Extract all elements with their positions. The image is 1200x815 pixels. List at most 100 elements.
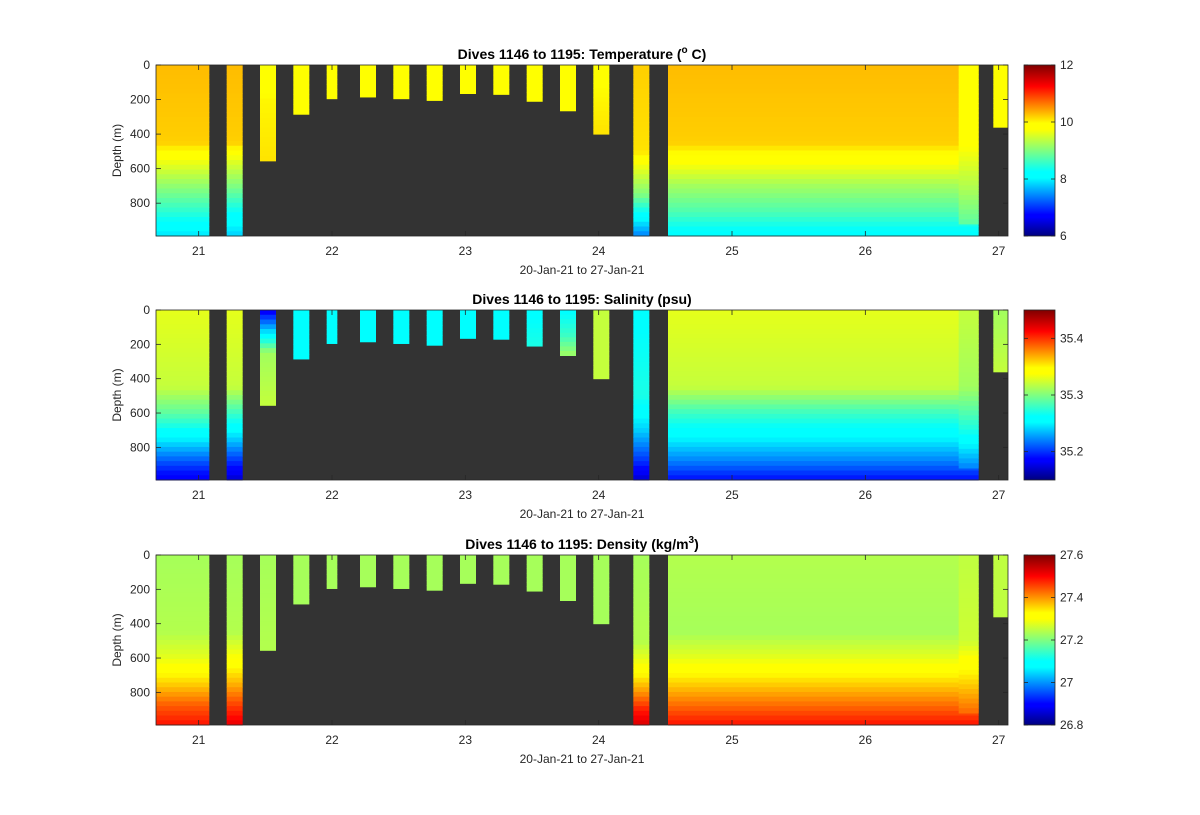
profile-cell [526,310,543,316]
profile-cell [958,645,979,652]
profile-cell [156,338,210,344]
profile-cell [226,640,243,646]
profile-cell [633,715,650,721]
profile-cell [293,104,310,110]
profile-cell [668,635,979,641]
x-axis-label: 20-Jan-21 to 27-Jan-21 [520,507,645,521]
profile-cell [593,619,610,625]
profile-cell [360,314,376,320]
profile-cell [958,381,979,388]
profile-cell [593,323,610,329]
profile-cell [226,437,243,443]
profile-cell [326,314,338,321]
profile-cell [958,319,979,325]
profile-cell [958,564,979,570]
profile-cell [260,597,276,604]
profile-cell [293,84,310,91]
profile-cell [426,80,443,86]
profile-cell [526,96,543,102]
profile-cell [156,470,210,476]
dive-profile [293,310,310,360]
profile-cell [560,101,576,107]
profile-cell [633,380,650,387]
profile-cell [958,69,979,76]
profile-cell [226,399,243,405]
y-axis-label: Depth (m) [110,613,124,666]
profile-cell [226,155,243,161]
profile-cell [260,65,276,71]
profile-cell [668,418,979,424]
profile-cell [633,174,650,180]
axes-box [155,554,1009,726]
profile-cell [260,98,276,104]
dive-profile [293,65,310,115]
profile-cell [393,555,410,561]
profile-cell [633,691,650,698]
chart-title-main: Dives 1146 to 1195: Temperature ( [458,46,682,62]
profile-cell [226,564,243,570]
dive-profile [393,310,410,344]
profile-cell [958,161,979,167]
axes-box [155,64,1009,237]
profile-cell [226,611,243,617]
profile-cell [260,79,276,85]
profile-cell [593,582,610,588]
profile-cell [633,319,650,325]
profile-cell [326,569,338,575]
profile-cell [293,69,310,76]
profile-cell [668,390,979,396]
profile-cell [226,418,243,424]
profile-cell [633,69,650,75]
profile-cell [593,328,610,334]
profile-cell [958,170,979,177]
profile-cell [668,226,979,232]
profile-cell [156,93,210,99]
profile-cell [156,597,210,603]
profile-cell [633,399,650,405]
profile-cell [393,574,410,580]
profile-cell [668,413,979,420]
profile-cell [226,663,243,669]
y-tick-label: 800 [130,685,150,699]
profile-cell [156,231,210,237]
profile-cell [460,559,476,565]
profile-cell [260,626,276,632]
profile-cell [393,93,410,100]
profile-cell [226,74,243,80]
profile-cell [593,106,610,112]
profile-cell [560,69,576,75]
profile-cell [360,319,376,325]
profile-cell [668,79,979,85]
profile-cell [633,122,650,128]
profile-cell [593,577,610,583]
profile-cell [668,640,979,646]
profile-cell [993,593,1008,599]
profile-cell [460,555,476,561]
profile-cell [958,151,979,157]
profile-cell [668,103,979,109]
profile-cell [560,328,576,334]
profile-cell [393,79,410,85]
profile-cell [156,569,210,575]
dive-profile [393,65,410,100]
profile-cell [668,583,979,589]
profile-cell [526,559,543,565]
profile-cell [156,399,210,405]
profile-cell [633,409,650,415]
profile-cell [958,190,979,196]
profile-cell [260,127,276,133]
profile-cell [668,720,979,726]
profile-cell [260,400,276,406]
profile-cell [993,569,1008,575]
profile-cell [326,583,338,589]
profile-cell [293,594,310,600]
profile-cell [293,329,310,335]
profile-cell [293,99,310,105]
profile-cell [668,93,979,99]
profile-cell [226,160,243,166]
profile-cell [993,367,1008,373]
profile-cell [958,602,979,609]
profile-cell [668,160,979,166]
profile-cell [360,555,376,561]
profile-cell [260,362,276,368]
